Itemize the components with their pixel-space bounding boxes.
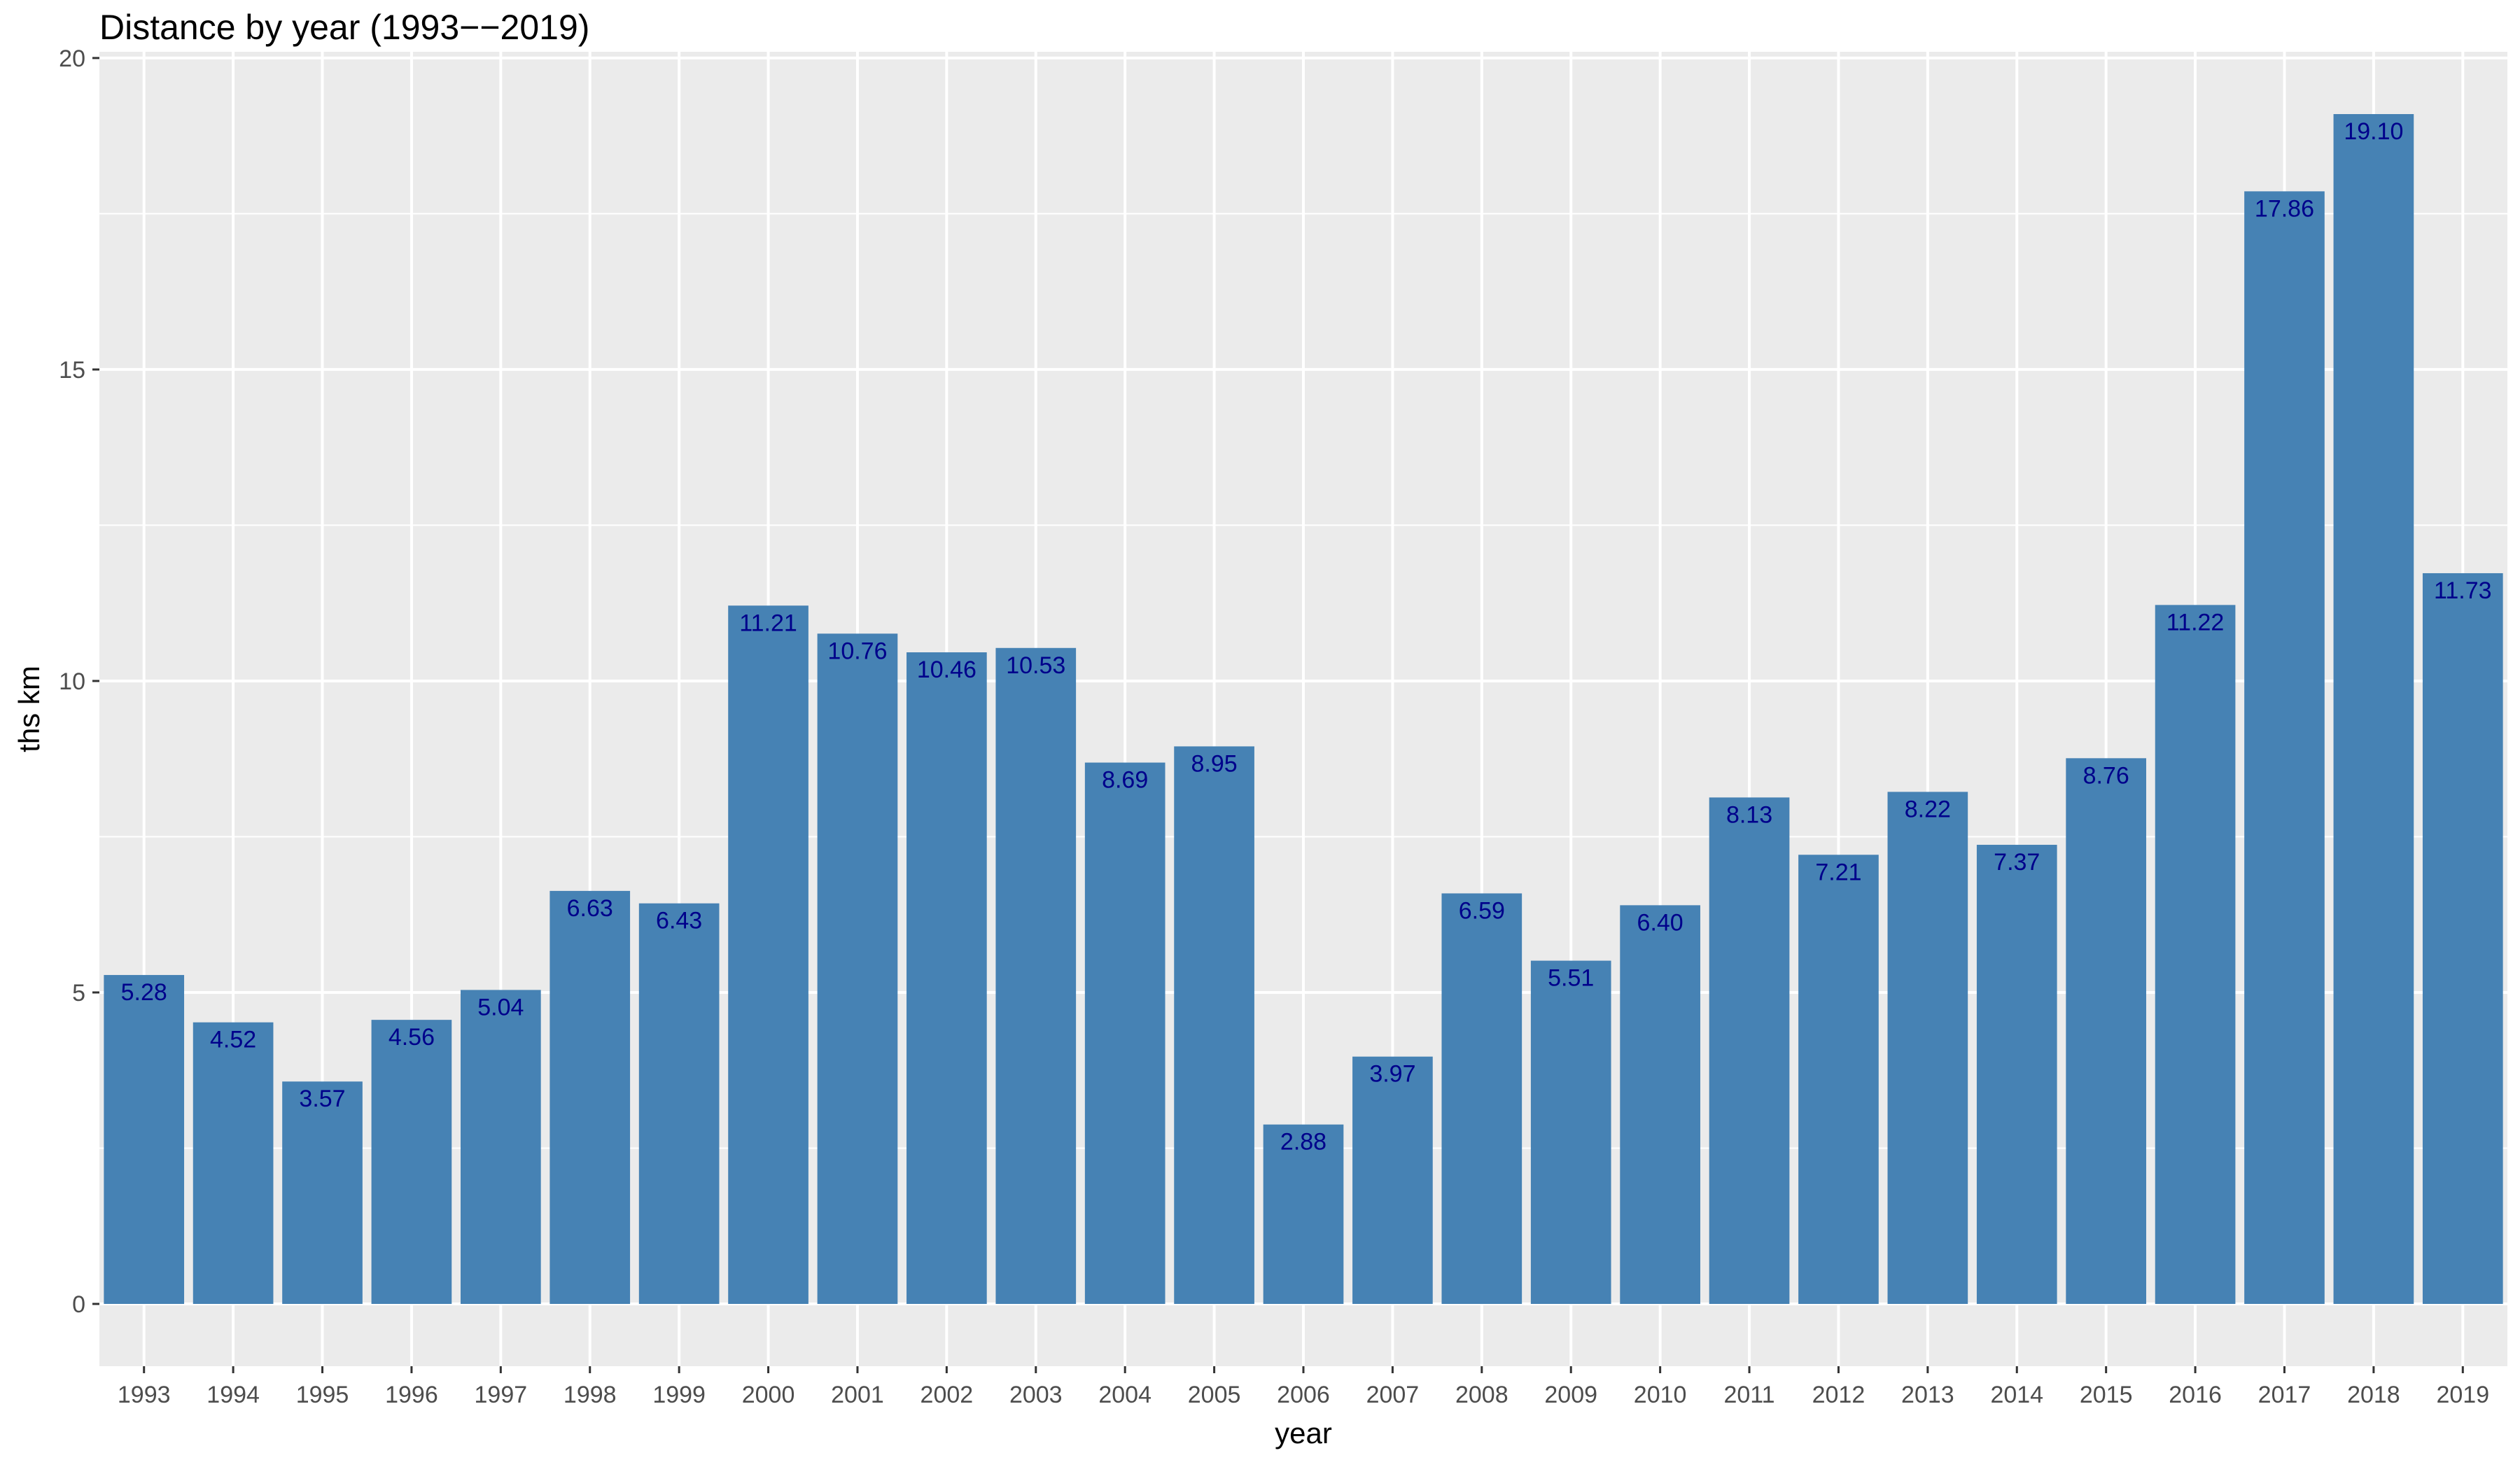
bar-2018: [2333, 114, 2414, 1304]
x-tick-label: 1997: [475, 1382, 528, 1408]
x-tick-label: 2006: [1277, 1382, 1330, 1408]
x-tick-label: 1993: [118, 1382, 171, 1408]
x-axis: 1993 1994 1995 1996 1997 1998 1999 2000 2001 2002…: [118, 1366, 2489, 1408]
bar-value-label: 10.46: [917, 657, 976, 683]
x-tick-label: 2017: [2258, 1382, 2311, 1408]
x-tick-label: 2015: [2080, 1382, 2133, 1408]
bar-1997: [461, 990, 541, 1304]
bar-1996: [371, 1020, 452, 1304]
bar-value-label: 6.43: [656, 908, 702, 934]
bars: [104, 114, 2503, 1304]
x-axis-title: year: [1275, 1417, 1332, 1450]
bar-2013: [1887, 792, 1968, 1304]
bar-2006: [1263, 1124, 1344, 1304]
x-tick-label: 2001: [831, 1382, 884, 1408]
bar-2007: [1352, 1056, 1433, 1304]
bar-value-label: 17.86: [2255, 195, 2314, 222]
x-tick-label: 2005: [1188, 1382, 1241, 1408]
bar-value-label: 11.21: [739, 610, 797, 636]
bar-value-label: 8.13: [1726, 801, 1772, 828]
bar-value-labels: 5.28 4.52 3.57 4.56 5.04 6.63 6.43 11.21 10.76 10…: [121, 118, 2492, 1156]
x-tick-label: 2009: [1544, 1382, 1597, 1408]
chart-title: Distance by year (1993−−2019): [99, 8, 589, 47]
x-tick-label: 2003: [1009, 1382, 1063, 1408]
x-tick-label: 2008: [1455, 1382, 1508, 1408]
bar-2005: [1174, 746, 1254, 1304]
y-tick-label: 20: [59, 45, 85, 72]
bar-2012: [1798, 855, 1879, 1304]
bar-value-label: 10.76: [827, 638, 887, 664]
bar-2003: [995, 647, 1077, 1304]
bar-2000: [728, 605, 808, 1304]
y-tick-label: 0: [72, 1291, 85, 1318]
bar-2014: [1976, 845, 2057, 1304]
bar-1999: [638, 903, 720, 1304]
y-tick-label: 10: [59, 668, 85, 695]
x-tick-label: 2010: [1634, 1382, 1687, 1408]
bar-2015: [2066, 758, 2146, 1304]
x-tick-label: 2002: [920, 1382, 974, 1408]
bar-value-label: 6.63: [567, 895, 613, 922]
bar-2016: [2155, 605, 2236, 1304]
bar-2001: [817, 633, 898, 1304]
y-axis-title: ths km: [13, 666, 46, 752]
x-tick-label: 2014: [1990, 1382, 2043, 1408]
bar-2009: [1530, 960, 1611, 1304]
bar-value-label: 5.51: [1548, 965, 1594, 992]
x-tick-label: 2012: [1812, 1382, 1865, 1408]
bar-2002: [906, 652, 987, 1304]
x-tick-label: 1995: [296, 1382, 349, 1408]
bar-value-label: 11.73: [2434, 577, 2492, 604]
bar-value-label: 10.53: [1006, 652, 1065, 679]
bar-value-label: 6.59: [1459, 897, 1505, 924]
bar-2008: [1441, 893, 1522, 1304]
bar-2017: [2244, 191, 2325, 1304]
x-tick-label: 2018: [2347, 1382, 2400, 1408]
x-tick-label: 1996: [385, 1382, 438, 1408]
bar-2004: [1084, 762, 1166, 1304]
bar-value-label: 8.69: [1102, 767, 1148, 794]
x-tick-label: 2019: [2436, 1382, 2489, 1408]
x-tick-label: 2011: [1723, 1382, 1774, 1408]
x-tick-label: 2016: [2169, 1382, 2222, 1408]
bar-value-label: 5.04: [477, 994, 524, 1020]
bar-value-label: 8.22: [1905, 796, 1951, 822]
bar-value-label: 8.95: [1191, 750, 1237, 777]
bar-value-label: 11.22: [2166, 609, 2225, 636]
bar-1993: [104, 975, 185, 1304]
x-tick-label: 2007: [1366, 1382, 1420, 1408]
bar-2010: [1620, 905, 1700, 1304]
y-tick-label: 5: [72, 980, 85, 1006]
x-tick-label: 2000: [742, 1382, 795, 1408]
bar-value-label: 2.88: [1280, 1129, 1326, 1156]
bar-value-label: 19.10: [2344, 118, 2403, 145]
bar-value-label: 4.52: [210, 1027, 256, 1053]
x-tick-label: 2004: [1098, 1382, 1152, 1408]
bar-1995: [282, 1081, 363, 1304]
bar-2011: [1709, 797, 1790, 1304]
y-tick-label: 15: [59, 357, 85, 384]
bar-value-label: 4.56: [388, 1024, 435, 1051]
y-axis: 0 5 10 15 20: [59, 45, 99, 1318]
bar-value-label: 6.40: [1637, 909, 1684, 936]
bar-1998: [550, 890, 631, 1304]
x-tick-label: 2013: [1901, 1382, 1954, 1408]
x-tick-label: 1994: [206, 1382, 260, 1408]
x-tick-label: 1998: [564, 1382, 617, 1408]
bar-value-label: 3.97: [1369, 1061, 1415, 1088]
bar-value-label: 5.28: [121, 979, 167, 1006]
bar-1994: [192, 1022, 274, 1304]
bar-value-label: 7.37: [1994, 849, 2040, 876]
bar-value-label: 8.76: [2083, 762, 2129, 789]
bar-value-label: 7.21: [1815, 859, 1861, 885]
x-tick-label: 1999: [652, 1382, 706, 1408]
bar-value-label: 3.57: [299, 1086, 345, 1112]
bar-2019: [2422, 573, 2503, 1304]
